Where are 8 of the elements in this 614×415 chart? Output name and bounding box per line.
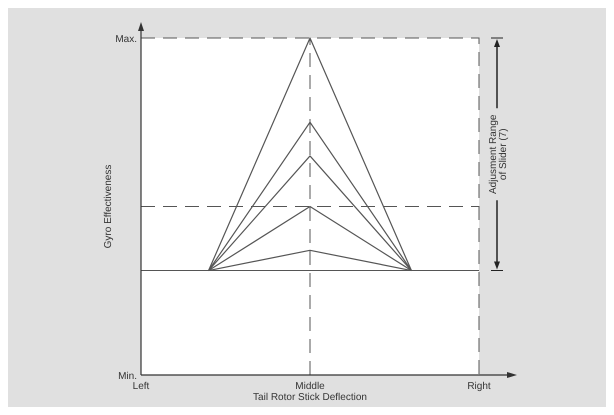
x-axis-title: Tail Rotor Stick Deflection [253,392,367,403]
x-tick-label: Left [132,381,150,392]
text: Max. [115,34,137,45]
x-tick-label: Right [467,381,491,392]
text: Adjusment Range of Slider (7) [488,114,509,194]
text: Min. [118,371,137,382]
y-axis-title: Gyro Effectiveness [103,164,114,248]
x-tick-label: Middle [295,381,326,392]
